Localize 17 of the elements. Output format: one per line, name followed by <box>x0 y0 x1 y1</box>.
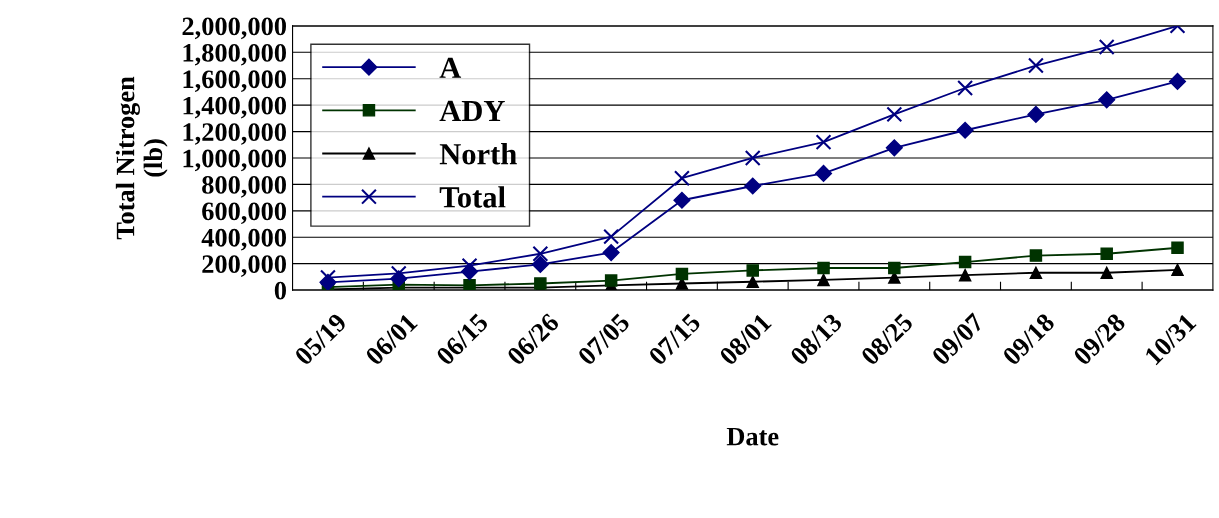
legend-label: ADY <box>439 100 505 122</box>
y-tick-label: 1,600,000 <box>183 70 286 92</box>
y-axis-title: Total Nitrogen (lb) <box>115 76 168 240</box>
y-tick-label: 400,000 <box>201 228 286 251</box>
y-tick-label: 0 <box>274 281 286 300</box>
y-tick-label: 800,000 <box>202 176 286 198</box>
y-tick-label: 1,400,000 <box>183 96 286 119</box>
x-axis-title: Date <box>726 427 779 446</box>
y-tick-label: 200,000 <box>202 255 286 277</box>
legend-label: Total <box>439 186 506 208</box>
y-tick-label: 1,200,000 <box>183 123 286 145</box>
y-tick-label: 1,800,000 <box>183 43 286 66</box>
y-tick-label: 600,000 <box>202 202 286 225</box>
y-tick-label: 1,000,000 <box>183 149 286 172</box>
legend-label: North <box>439 142 517 165</box>
legend-label: A <box>439 57 462 78</box>
y-tick-label: 2,000,000 <box>182 17 286 40</box>
